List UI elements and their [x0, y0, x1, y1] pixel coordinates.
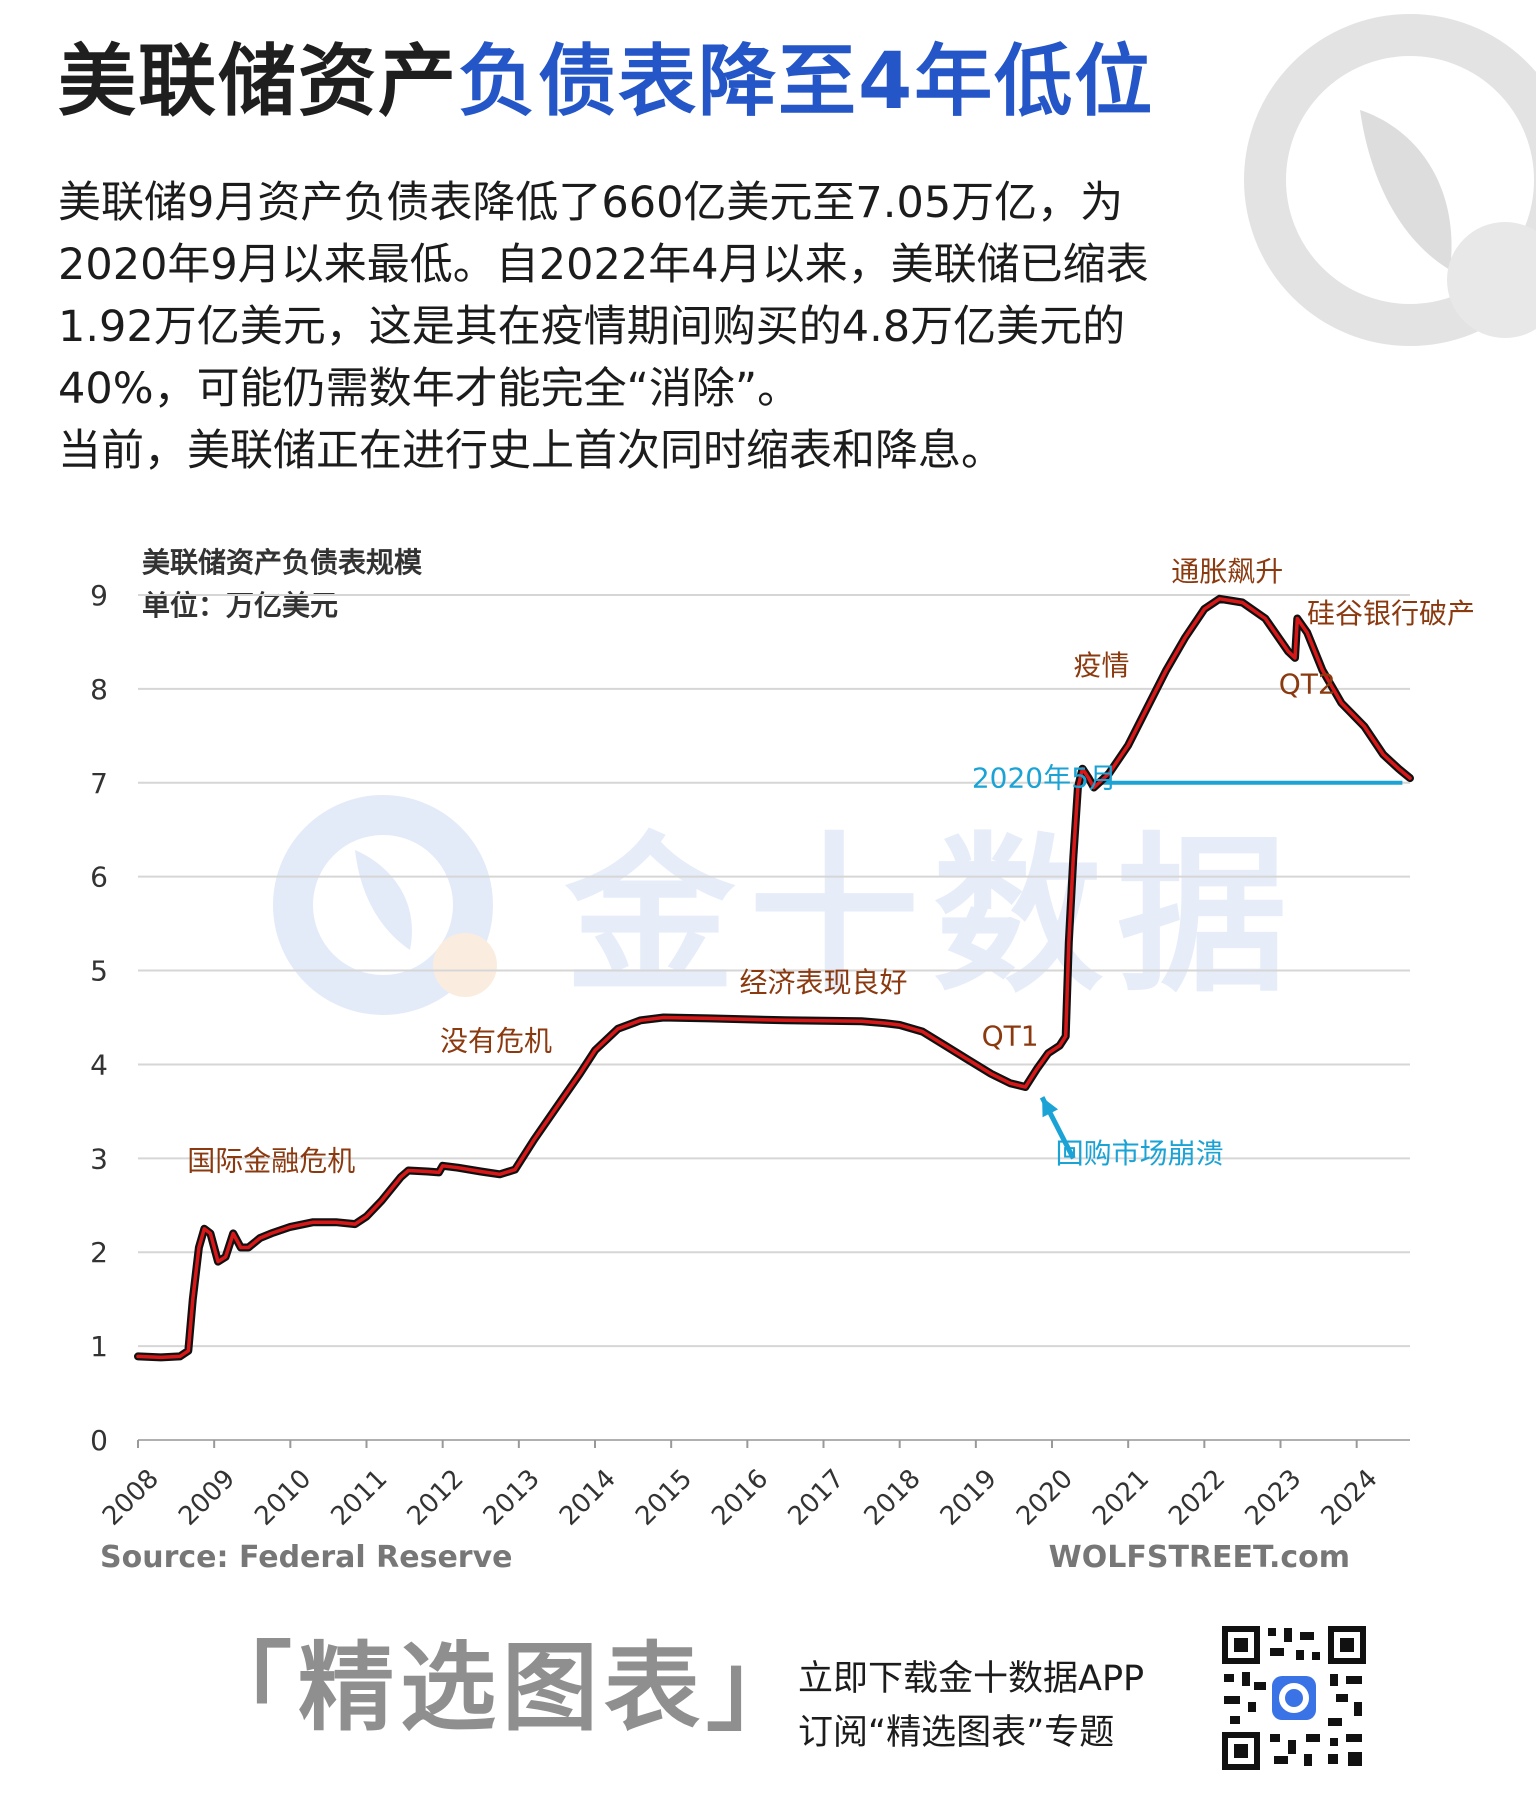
watermark: 金十数据 [273, 795, 1301, 1016]
footer-cta: 立即下载金十数据APP 订阅“精选图表”专题 [798, 1652, 1144, 1760]
chart-subtitle: 单位：万亿美元 [142, 589, 338, 622]
x-tick-label: 2022 [1163, 1464, 1231, 1532]
annotation-label: 2020年5月 [972, 761, 1117, 794]
y-tick-label: 6 [90, 861, 108, 894]
footer-slogan: 「精选图表」 [196, 1632, 808, 1744]
summary-line: 2020年9月以来最低。自2022年4月以来，美联储已缩表 [58, 240, 1149, 290]
x-tick-label: 2019 [935, 1464, 1003, 1532]
summary-line: 40%，可能仍需数年才能完全“消除”。 [58, 364, 801, 414]
summary-line: 1.92万亿美元，这是其在疫情期间购买的4.8万亿美元的 [58, 302, 1126, 352]
summary-line: 当前，美联储正在进行史上首次同时缩表和降息。 [58, 426, 1004, 476]
page-title: 美联储资产负债表降至4年低位 [58, 41, 1154, 124]
x-axis: 2008 2009 2010 2011 2012 2013 2014 2015 2016 2017… [97, 1440, 1384, 1532]
chart-brand: WOLFSTREET.com [1049, 1540, 1350, 1575]
x-tick-label: 2017 [782, 1464, 850, 1532]
annotation-label: QT2 [1279, 668, 1336, 701]
x-tick-label: 2016 [706, 1464, 774, 1532]
watermark-text: 金十数据 [564, 818, 1301, 1016]
x-tick-label: 2024 [1316, 1464, 1384, 1532]
x-tick-label: 2021 [1087, 1464, 1155, 1532]
annotation-label: 通胀飙升 [1171, 555, 1283, 588]
x-tick-label: 2020 [1011, 1464, 1079, 1532]
x-tick-label: 2008 [97, 1464, 165, 1532]
x-tick-label: 2009 [173, 1464, 241, 1532]
x-tick-label: 2014 [554, 1464, 622, 1532]
y-tick-label: 7 [90, 767, 108, 800]
qr-code-icon [1218, 1622, 1370, 1774]
chart-source: Source: Federal Reserve [100, 1540, 513, 1575]
summary-text: 美联储9月资产负债表降低了660亿美元至7.05万亿，为 2020年9月以来最低… [58, 172, 1288, 482]
chart-title: 美联储资产负债表规模 [142, 546, 423, 579]
y-tick-label: 0 [90, 1424, 108, 1457]
title-part-dark: 美联储资产 [58, 37, 459, 127]
y-tick-label: 4 [90, 1048, 108, 1081]
x-tick-label: 2011 [325, 1464, 393, 1532]
y-tick-label: 8 [90, 673, 108, 706]
annotation-label: QT1 [982, 1020, 1039, 1053]
series-layer [134, 594, 1414, 1362]
annotation-label: 疫情 [1074, 649, 1130, 682]
annotation-arrow-head [1042, 1097, 1059, 1118]
summary-line: 美联储9月资产负债表降低了660亿美元至7.05万亿，为 [58, 178, 1124, 228]
x-tick-label: 2010 [249, 1464, 317, 1532]
y-axis: 0 1 2 3 4 5 6 7 8 9 [90, 579, 108, 1457]
title-part-blue: 负债表降至4年低位 [458, 37, 1155, 127]
y-tick-label: 1 [90, 1330, 108, 1363]
annotation-label: 经济表现良好 [740, 966, 908, 999]
y-tick-label: 9 [90, 579, 108, 612]
footer-line-download: 立即下载金十数据APP [798, 1659, 1145, 1699]
x-tick-label: 2012 [402, 1464, 470, 1532]
footer-line-subscribe: 订阅“精选图表”专题 [798, 1713, 1115, 1753]
annotation-label: 没有危机 [440, 1024, 552, 1057]
y-tick-label: 3 [90, 1142, 108, 1175]
annotation-label: 回购市场崩溃 [1056, 1137, 1224, 1170]
x-tick-label: 2013 [478, 1464, 546, 1532]
x-tick-label: 2023 [1239, 1464, 1307, 1532]
annotation-label: 国际金融危机 [187, 1145, 355, 1178]
x-tick-label: 2015 [630, 1464, 698, 1532]
annotation-label: 硅谷银行破产 [1307, 597, 1475, 630]
y-tick-label: 5 [90, 955, 108, 988]
series-line [136, 597, 1412, 1360]
x-tick-label: 2018 [859, 1464, 927, 1532]
brand-logo-corner [1244, 14, 1536, 346]
y-tick-label: 2 [90, 1236, 108, 1269]
